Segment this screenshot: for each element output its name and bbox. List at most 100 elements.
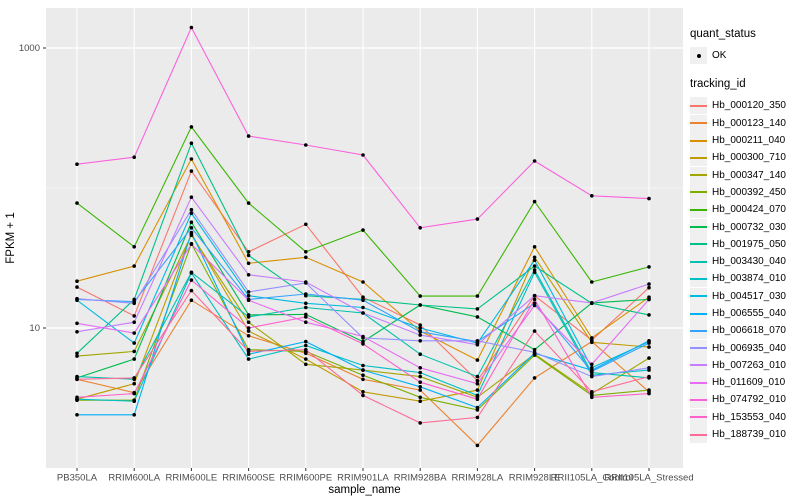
legend-key-box bbox=[690, 149, 707, 167]
legend-entry-Hb_188739_010: Hb_188739_010 bbox=[690, 426, 800, 444]
line-swatch-icon bbox=[690, 312, 707, 315]
data-point bbox=[590, 340, 594, 345]
line-swatch-icon bbox=[690, 398, 707, 401]
data-point bbox=[246, 329, 251, 333]
legend-key-box bbox=[690, 408, 707, 426]
data-point bbox=[532, 350, 537, 355]
data-point bbox=[418, 399, 423, 404]
data-point bbox=[75, 162, 79, 166]
legend-key-box bbox=[690, 426, 707, 444]
data-point bbox=[418, 421, 423, 425]
data-point bbox=[189, 230, 194, 235]
data-point bbox=[189, 271, 194, 275]
data-point bbox=[304, 343, 308, 348]
data-point bbox=[246, 334, 251, 338]
data-point bbox=[532, 258, 537, 263]
data-point bbox=[246, 250, 251, 254]
legend-tracking-id-entries: Hb_000120_350 Hb_000123_140 Hb_000211_040 H… bbox=[690, 97, 800, 444]
data-point bbox=[647, 391, 651, 396]
data-point bbox=[475, 307, 480, 311]
legend-entry-Hb_007263_010: Hb_007263_010 bbox=[690, 356, 800, 374]
data-point bbox=[189, 226, 194, 230]
data-point bbox=[189, 233, 194, 237]
y-tick-label: 10 bbox=[29, 323, 40, 334]
data-point bbox=[246, 315, 251, 319]
data-point bbox=[132, 264, 136, 268]
data-point bbox=[647, 366, 651, 370]
data-point bbox=[361, 298, 365, 303]
legend-key-box bbox=[690, 287, 707, 305]
data-point bbox=[304, 362, 308, 367]
data-point bbox=[532, 159, 537, 163]
legend-entry-Hb_011609_010: Hb_011609_010 bbox=[690, 374, 800, 392]
data-point bbox=[532, 293, 537, 298]
data-point bbox=[647, 265, 651, 269]
x-axis-title: sample_name bbox=[328, 484, 400, 496]
line-swatch-icon bbox=[690, 174, 707, 177]
data-point bbox=[590, 374, 594, 379]
line-swatch-icon bbox=[690, 329, 707, 332]
data-point bbox=[418, 330, 423, 334]
data-point bbox=[590, 301, 594, 305]
legend-label: Hb_000211_040 bbox=[712, 135, 786, 147]
legend-label: Hb_000300_710 bbox=[712, 152, 786, 164]
data-point bbox=[246, 293, 251, 298]
data-point bbox=[75, 351, 79, 356]
data-point bbox=[132, 376, 136, 380]
y-axis-title: FPKM + 1 bbox=[5, 212, 17, 263]
legend-label: Hb_007263_010 bbox=[712, 359, 786, 371]
data-point bbox=[132, 349, 136, 354]
legend-entry-Hb_000392_450: Hb_000392_450 bbox=[690, 183, 800, 201]
data-point bbox=[189, 298, 194, 303]
data-point bbox=[418, 374, 423, 379]
legend-key-box bbox=[690, 391, 707, 409]
data-point bbox=[647, 313, 651, 317]
data-point bbox=[361, 377, 365, 382]
line-swatch-icon bbox=[690, 433, 707, 436]
data-point bbox=[189, 141, 194, 145]
legend-label: Hb_006618_070 bbox=[712, 325, 786, 337]
data-point bbox=[304, 292, 308, 296]
data-point bbox=[361, 334, 365, 339]
legend-label: Hb_004517_030 bbox=[712, 290, 786, 302]
data-point bbox=[132, 391, 136, 396]
legend-key-box bbox=[690, 132, 707, 150]
legend-label: Hb_006555_040 bbox=[712, 308, 786, 319]
data-point bbox=[647, 282, 651, 286]
legend-entry-Hb_006618_070: Hb_006618_070 bbox=[690, 322, 800, 340]
data-point bbox=[75, 395, 79, 400]
legend-key-box bbox=[690, 235, 707, 253]
data-point bbox=[475, 378, 480, 383]
line-swatch-icon bbox=[690, 347, 707, 350]
legend-label-ok: OK bbox=[712, 50, 727, 62]
legend-label: Hb_003874_010 bbox=[712, 273, 786, 285]
data-point bbox=[75, 374, 79, 379]
data-point bbox=[304, 312, 308, 317]
line-swatch-icon bbox=[690, 295, 707, 298]
data-point bbox=[475, 443, 480, 448]
data-point bbox=[246, 253, 251, 258]
y-tick-label: 1000 bbox=[19, 43, 40, 54]
data-point bbox=[132, 314, 136, 318]
data-point bbox=[532, 303, 537, 308]
legend-entry-Hb_153553_040: Hb_153553_040 bbox=[690, 408, 800, 426]
data-point bbox=[189, 169, 194, 173]
data-point bbox=[475, 339, 480, 343]
data-point bbox=[132, 341, 136, 345]
data-point bbox=[132, 320, 136, 325]
data-point bbox=[189, 220, 194, 224]
legend-label: Hb_001975_050 bbox=[712, 238, 786, 250]
point-marker-icon bbox=[696, 53, 701, 58]
data-point bbox=[361, 342, 365, 346]
data-point bbox=[189, 211, 194, 216]
x-tick-label: RRIM928LE bbox=[509, 473, 561, 484]
data-point bbox=[304, 315, 308, 319]
data-point bbox=[647, 356, 651, 360]
data-point bbox=[647, 285, 651, 290]
data-point bbox=[75, 201, 79, 205]
data-point bbox=[189, 207, 194, 212]
data-point bbox=[532, 347, 537, 352]
line-swatch-icon bbox=[690, 139, 707, 142]
legend-entry-Hb_003874_010: Hb_003874_010 bbox=[690, 270, 800, 288]
